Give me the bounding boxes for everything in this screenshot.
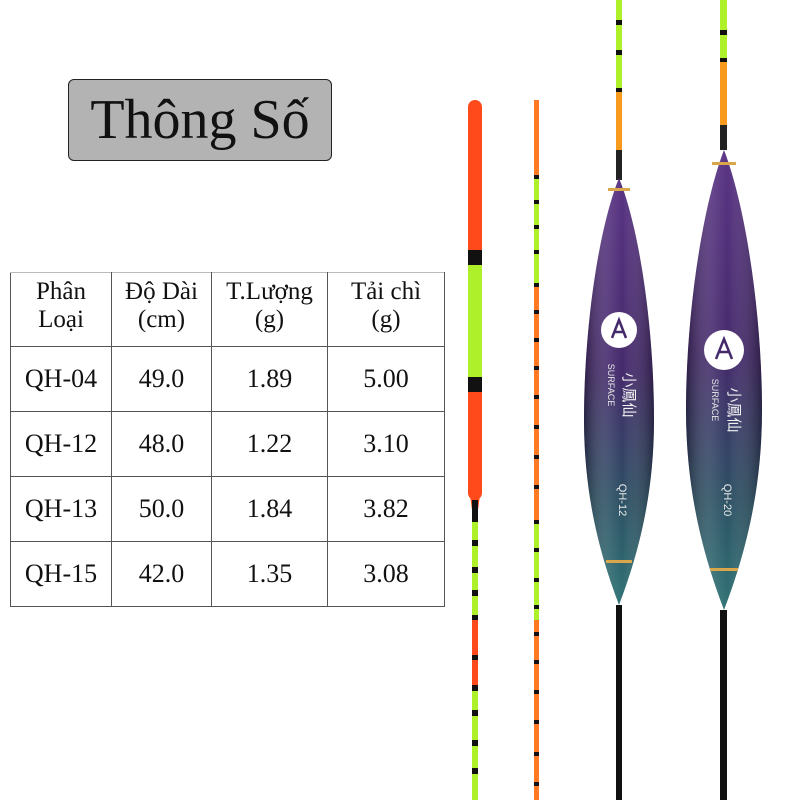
float-body-4 [686,0,762,800]
floats-illustration: QH-12 QH-20 SURFACE SURFACE 小鳳仙 小鳳仙 [468,0,762,800]
header-line: Loại [38,306,84,333]
table-cell-load: 5.00 [327,346,445,412]
header-line: Tải chì [350,278,422,305]
table-cell-length: 42.0 [111,541,212,607]
float-tube-1 [468,100,482,800]
table-cell-weight: 1.35 [211,541,328,607]
right-chinese-label: 小鳳仙 [725,387,742,432]
table-cell-model: QH-12 [10,411,112,477]
header-type: Phân Loại [10,272,112,347]
table-cell-weight: 1.84 [211,476,328,542]
table-row: QH-12 48.0 1.22 3.10 [10,411,445,477]
table-row: QH-04 49.0 1.89 5.00 [10,346,445,412]
table-cell-weight: 1.22 [211,411,328,477]
table-cell-load: 3.08 [327,541,445,607]
left-brand-label: SURFACE [606,364,616,407]
table-cell-load: 3.82 [327,476,445,542]
table-cell-length: 49.0 [111,346,212,412]
header-line: Phân [36,278,86,305]
header-load: Tải chì (g) [327,272,445,347]
header-length: Độ Dài (cm) [111,272,212,347]
header-weight: T.Lượng (g) [211,272,328,347]
table-row: QH-15 42.0 1.35 3.08 [10,541,445,607]
table-cell-model: QH-04 [10,346,112,412]
table-cell-load: 3.10 [327,411,445,477]
float-labels: QH-12 QH-20 SURFACE SURFACE 小鳳仙 小鳳仙 [606,364,742,516]
header-line: Độ Dài [125,278,198,305]
table-header-row: Phân Loại Độ Dài (cm) T.Lượng (g) Tải chì (g… [10,272,445,347]
header-line: (cm) [137,306,186,333]
header-line: (g) [371,306,401,333]
header-line: T.Lượng [226,278,313,305]
table-cell-model: QH-15 [10,541,112,607]
table-cell-weight: 1.89 [211,346,328,412]
float-stick-2 [534,100,539,800]
table-cell-length: 50.0 [111,476,212,542]
right-brand-label: SURFACE [710,379,720,422]
left-model-label: QH-12 [616,484,628,516]
float-body-3 [584,0,654,800]
page-title: Thông Số [90,89,310,151]
header-line: (g) [254,306,285,333]
left-chinese-label: 小鳳仙 [620,372,637,417]
table-row: QH-13 50.0 1.84 3.82 [10,476,445,542]
fishing-floats-image: QH-12 QH-20 SURFACE SURFACE 小鳳仙 小鳳仙 [440,0,800,800]
right-model-label: QH-20 [721,484,733,516]
spec-table: Phân Loại Độ Dài (cm) T.Lượng (g) Tải chì (g… [10,272,445,607]
table-cell-model: QH-13 [10,476,112,542]
table-cell-length: 48.0 [111,411,212,477]
title-box: Thông Số [68,79,332,161]
